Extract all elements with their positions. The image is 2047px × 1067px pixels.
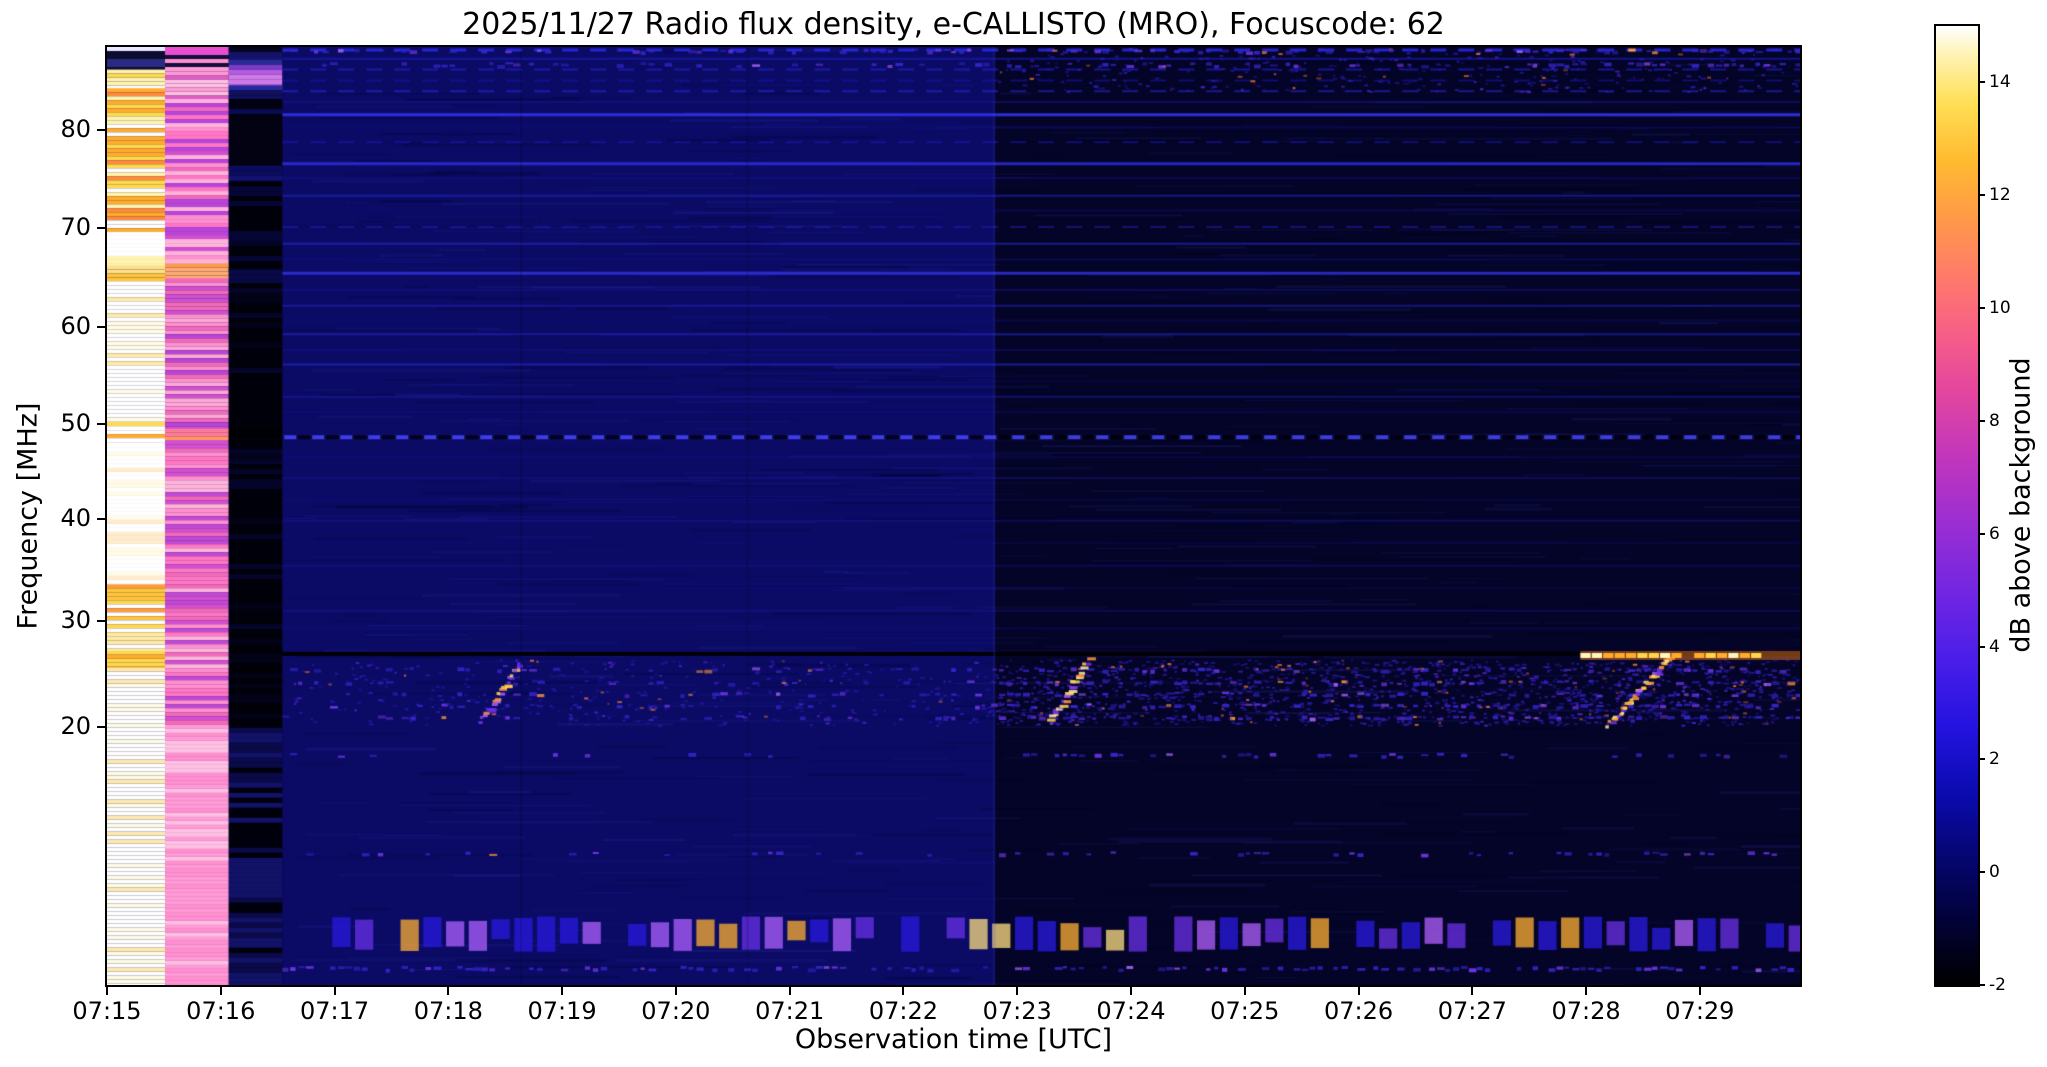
x-tick-label: 07:15 — [72, 997, 142, 1025]
x-tick-mark — [1129, 987, 1132, 995]
colorbar-tick-mark — [1978, 758, 1985, 761]
y-tick-label: 20 — [60, 712, 91, 741]
y-tick-label: 30 — [60, 606, 91, 635]
x-tick-label: 07:26 — [1323, 997, 1394, 1025]
x-tick-mark — [674, 987, 677, 995]
colorbar-tick-label: 14 — [1989, 72, 2011, 93]
y-tick-label: 70 — [60, 213, 91, 242]
x-tick-label: 07:22 — [868, 997, 939, 1025]
colorbar-tick-mark — [1978, 871, 1985, 874]
colorbar-tick-mark — [1978, 645, 1985, 648]
x-tick-mark — [1016, 987, 1019, 995]
y-tick-mark — [97, 227, 105, 230]
x-tick-mark — [1698, 987, 1701, 995]
colorbar-tick-label: 2 — [1989, 749, 2000, 770]
x-tick-mark — [902, 987, 905, 995]
x-tick-mark — [447, 987, 450, 995]
x-tick-mark — [106, 987, 108, 995]
colorbar — [1934, 24, 1980, 987]
colorbar-gradient — [1936, 26, 1978, 985]
colorbar-tick-mark — [1978, 81, 1985, 84]
x-tick-mark — [1243, 987, 1246, 995]
x-tick-label: 07:16 — [186, 997, 256, 1025]
y-tick-mark — [97, 423, 105, 426]
x-tick-mark — [788, 987, 791, 995]
x-tick-mark — [1585, 987, 1588, 995]
colorbar-tick-mark — [1978, 419, 1985, 422]
y-tick-label: 50 — [60, 409, 91, 438]
x-tick-mark — [561, 987, 564, 995]
x-tick-mark — [1357, 987, 1360, 995]
y-tick-mark — [97, 517, 105, 520]
y-tick-mark — [97, 129, 105, 132]
y-tick-mark — [97, 325, 105, 328]
x-tick-label: 07:17 — [299, 997, 370, 1025]
y-axis-label: Frequency [MHz] — [12, 402, 44, 630]
x-tick-label: 07:20 — [641, 997, 711, 1025]
x-tick-label: 07:21 — [755, 997, 825, 1025]
colorbar-tick-label: 0 — [1989, 862, 2000, 883]
chart-title: 2025/11/27 Radio flux density, e-CALLIST… — [462, 7, 1445, 42]
y-tick-label: 80 — [60, 115, 91, 144]
y-tick-label: 60 — [60, 311, 91, 340]
x-tick-label: 07:24 — [1096, 997, 1166, 1025]
plot-area — [105, 45, 1802, 987]
x-tick-label: 07:29 — [1665, 997, 1735, 1025]
colorbar-tick-label: 8 — [1989, 410, 2000, 431]
colorbar-tick-label: 10 — [1989, 298, 2011, 319]
x-tick-label: 07:19 — [527, 997, 597, 1025]
x-tick-label: 07:25 — [1210, 997, 1280, 1025]
colorbar-tick-label: 4 — [1989, 636, 2000, 657]
colorbar-label: dB above background — [2005, 357, 2037, 653]
y-tick-mark — [97, 620, 105, 623]
colorbar-tick-label: 6 — [1989, 523, 2000, 544]
y-tick-label: 40 — [60, 503, 91, 532]
colorbar-tick-mark — [1978, 532, 1985, 535]
x-tick-label: 07:23 — [982, 997, 1052, 1025]
x-tick-mark — [333, 987, 336, 995]
y-tick-mark — [97, 726, 105, 729]
colorbar-tick-mark — [1978, 984, 1985, 986]
x-tick-label: 07:28 — [1551, 997, 1621, 1025]
x-tick-mark — [1471, 987, 1474, 995]
x-axis-label: Observation time [UTC] — [794, 1024, 1113, 1055]
colorbar-tick-mark — [1978, 194, 1985, 197]
x-tick-label: 07:27 — [1437, 997, 1507, 1025]
spectrogram-canvas — [107, 47, 1800, 985]
colorbar-tick-label: -2 — [1989, 975, 2006, 995]
colorbar-tick-mark — [1978, 307, 1985, 310]
x-tick-mark — [219, 987, 222, 995]
colorbar-tick-label: 12 — [1989, 185, 2011, 206]
x-tick-label: 07:18 — [413, 997, 483, 1025]
